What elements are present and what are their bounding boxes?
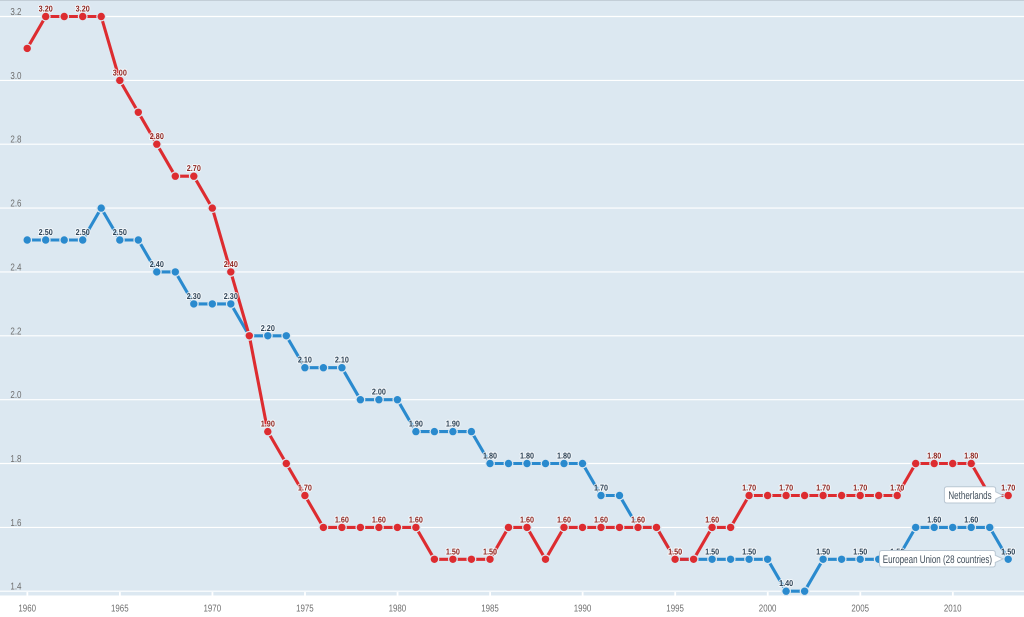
svg-text:1.50: 1.50: [742, 546, 756, 556]
svg-text:1.70: 1.70: [742, 483, 756, 493]
svg-text:1.60: 1.60: [372, 514, 386, 524]
svg-text:1.50: 1.50: [483, 546, 497, 556]
svg-text:2.70: 2.70: [187, 163, 201, 173]
svg-text:2.20: 2.20: [261, 323, 275, 333]
svg-text:1.50: 1.50: [705, 546, 719, 556]
svg-text:1.80: 1.80: [927, 451, 941, 461]
svg-text:2.6: 2.6: [10, 199, 21, 210]
svg-text:1.60: 1.60: [335, 514, 349, 524]
svg-text:1.70: 1.70: [853, 483, 867, 493]
svg-text:2.2: 2.2: [10, 326, 21, 337]
svg-text:1.50: 1.50: [853, 546, 867, 556]
svg-text:1.70: 1.70: [1001, 483, 1015, 493]
svg-text:1.60: 1.60: [631, 514, 645, 524]
svg-text:2.40: 2.40: [150, 259, 164, 269]
svg-text:2.40: 2.40: [224, 259, 238, 269]
svg-text:1985: 1985: [481, 604, 499, 615]
svg-text:1.90: 1.90: [446, 419, 460, 429]
svg-text:2.8: 2.8: [10, 135, 21, 146]
svg-text:1.70: 1.70: [890, 483, 904, 493]
svg-text:3.0: 3.0: [10, 71, 21, 82]
svg-text:1.60: 1.60: [520, 514, 534, 524]
svg-text:1.4: 1.4: [10, 582, 21, 593]
svg-text:2.30: 2.30: [187, 291, 201, 301]
svg-text:2.80: 2.80: [150, 131, 164, 141]
svg-text:2010: 2010: [944, 604, 962, 615]
svg-text:1970: 1970: [204, 604, 222, 615]
svg-text:Netherlands: Netherlands: [948, 490, 992, 502]
svg-text:3.2: 3.2: [10, 7, 21, 18]
svg-text:1.80: 1.80: [557, 451, 571, 461]
svg-text:2.10: 2.10: [335, 355, 349, 365]
svg-text:1.6: 1.6: [10, 518, 21, 529]
svg-text:1995: 1995: [666, 604, 684, 615]
svg-text:1.40: 1.40: [779, 578, 793, 588]
svg-text:1.60: 1.60: [594, 514, 608, 524]
svg-text:1.60: 1.60: [927, 514, 941, 524]
svg-text:1975: 1975: [296, 604, 314, 615]
svg-text:1960: 1960: [18, 604, 36, 615]
svg-text:1.70: 1.70: [816, 483, 830, 493]
svg-text:1.80: 1.80: [964, 451, 978, 461]
svg-text:1.70: 1.70: [594, 483, 608, 493]
svg-text:1.8: 1.8: [10, 454, 21, 465]
svg-text:2.50: 2.50: [39, 227, 53, 237]
svg-text:1.90: 1.90: [261, 419, 275, 429]
svg-text:2.10: 2.10: [298, 355, 312, 365]
svg-text:1.60: 1.60: [964, 514, 978, 524]
svg-text:1.50: 1.50: [446, 546, 460, 556]
svg-text:2.00: 2.00: [372, 387, 386, 397]
svg-text:1.60: 1.60: [705, 514, 719, 524]
svg-text:2.50: 2.50: [76, 227, 90, 237]
svg-text:1980: 1980: [389, 604, 407, 615]
svg-text:1.60: 1.60: [557, 514, 571, 524]
svg-text:European Union (28 countries): European Union (28 countries): [883, 554, 992, 566]
svg-text:2.0: 2.0: [10, 390, 21, 401]
svg-text:3.20: 3.20: [76, 4, 90, 14]
svg-text:2.4: 2.4: [10, 262, 21, 273]
svg-text:2.30: 2.30: [224, 291, 238, 301]
svg-text:2.50: 2.50: [113, 227, 127, 237]
svg-text:1.80: 1.80: [520, 451, 534, 461]
svg-text:2005: 2005: [851, 604, 869, 615]
svg-text:1.50: 1.50: [1001, 546, 1015, 556]
svg-text:1.80: 1.80: [483, 451, 497, 461]
svg-text:1.90: 1.90: [409, 419, 423, 429]
svg-text:1.60: 1.60: [631, 514, 645, 524]
svg-text:3.00: 3.00: [113, 67, 127, 77]
svg-text:1.70: 1.70: [779, 483, 793, 493]
svg-text:1.50: 1.50: [668, 546, 682, 556]
svg-text:1.50: 1.50: [668, 546, 682, 556]
svg-text:1.60: 1.60: [409, 514, 423, 524]
svg-text:1965: 1965: [111, 604, 129, 615]
svg-text:1.50: 1.50: [816, 546, 830, 556]
svg-text:3.20: 3.20: [39, 4, 53, 14]
svg-text:1990: 1990: [574, 604, 592, 615]
svg-text:1.70: 1.70: [298, 483, 312, 493]
svg-text:2000: 2000: [759, 604, 777, 615]
